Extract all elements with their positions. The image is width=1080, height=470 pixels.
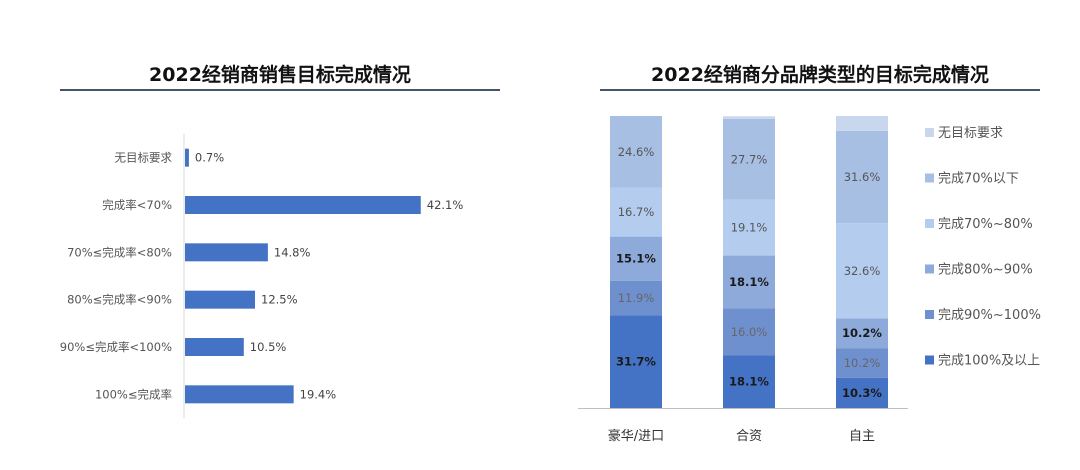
stacked-segment-label: 10.3% <box>842 386 882 400</box>
stacked-segment <box>723 255 775 309</box>
right-x-tick-label: 豪华/进口 <box>608 428 664 444</box>
left-bar <box>185 196 421 214</box>
right-chart-title: 2022经销商分品牌类型的目标完成情况 <box>651 64 989 86</box>
stacked-segment <box>610 116 662 188</box>
stacked-segment <box>610 280 662 316</box>
stacked-segment <box>610 187 662 237</box>
legend-label: 无目标要求 <box>938 126 1003 141</box>
legend-label: 完成100%及以上 <box>938 354 1040 369</box>
right-x-tick-label: 自主 <box>849 429 875 444</box>
legend-swatch <box>925 173 934 183</box>
right-x-tick-label: 合资 <box>736 429 762 444</box>
stacked-segment <box>610 236 662 281</box>
left-category-label: 100%≤完成率 <box>95 387 172 401</box>
left-value-label: 10.5% <box>250 340 287 354</box>
right-title-underline <box>600 89 1040 91</box>
left-bar <box>185 290 255 309</box>
left-category-label: 完成率<70% <box>102 198 172 212</box>
stacked-segment-label: 19.1% <box>731 221 768 235</box>
left-bar <box>185 243 268 262</box>
stacked-segment-label: 16.0% <box>731 325 768 339</box>
stacked-segment-label: 16.7% <box>618 205 655 219</box>
left-category-label: 70%≤完成率<80% <box>67 245 172 259</box>
stacked-segment-label: 18.1% <box>729 375 769 389</box>
left-value-label: 12.5% <box>261 293 298 307</box>
legend-label: 完成80%~90% <box>938 263 1033 278</box>
legend-swatch <box>925 310 934 319</box>
stacked-segment-label: 31.7% <box>616 355 656 369</box>
stacked-segment <box>723 199 775 256</box>
legend-swatch <box>925 355 934 365</box>
left-bar <box>185 148 189 167</box>
stacked-segment <box>836 130 888 224</box>
stacked-segment-label: 11.9% <box>618 291 655 305</box>
stacked-segment-label: 10.2% <box>844 356 881 370</box>
left-value-label: 14.8% <box>274 245 311 259</box>
stacked-segment-label: 15.1% <box>616 252 656 266</box>
legend-swatch <box>925 264 934 274</box>
left-value-label: 19.4% <box>300 387 337 401</box>
stacked-segment-label: 32.6% <box>844 264 881 278</box>
legend-swatch <box>925 219 934 228</box>
stacked-segment-label: 18.1% <box>729 275 769 289</box>
left-category-label: 80%≤完成率<90% <box>67 293 172 307</box>
stacked-segment-label: 31.6% <box>844 170 881 184</box>
stacked-segment-label: 10.2% <box>842 326 882 340</box>
stacked-segment <box>723 308 775 356</box>
stacked-segment <box>836 377 888 408</box>
stacked-segment <box>836 318 888 349</box>
left-category-label: 90%≤完成率<100% <box>60 340 172 354</box>
left-value-label: 42.1% <box>427 198 464 212</box>
left-title-underline <box>60 89 500 91</box>
stacked-segment <box>836 348 888 378</box>
stacked-segment <box>836 116 888 131</box>
legend-label: 完成70%~80% <box>938 217 1033 232</box>
stacked-segment-label: 27.7% <box>731 152 768 166</box>
stacked-segment-label: 24.6% <box>618 145 655 159</box>
left-category-label: 无目标要求 <box>115 151 173 165</box>
stacked-segment <box>723 118 775 200</box>
left-bar <box>185 385 294 404</box>
legend-label: 完成90%~100% <box>938 308 1041 323</box>
stacked-segment <box>723 116 775 119</box>
left-value-label: 0.7% <box>195 151 224 165</box>
stacked-segment <box>723 355 775 408</box>
stacked-segment <box>836 223 888 319</box>
left-chart-title: 2022经销商销售目标完成情况 <box>149 64 411 86</box>
stacked-segment <box>610 315 662 408</box>
left-bar <box>185 338 244 356</box>
legend-swatch <box>925 128 934 137</box>
legend-label: 完成70%以下 <box>938 172 1019 187</box>
